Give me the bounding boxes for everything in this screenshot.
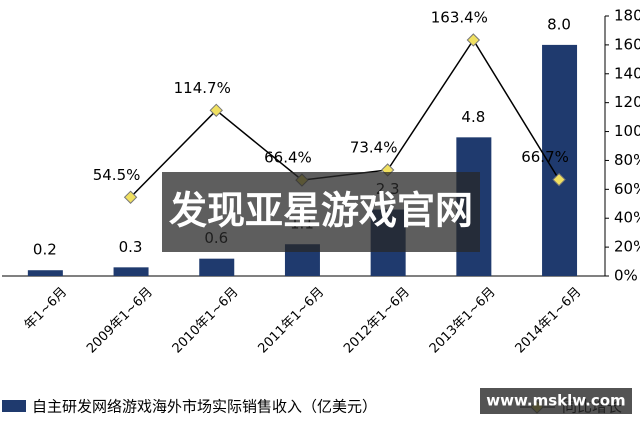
marker <box>552 172 566 187</box>
y2-tick-label: 0% <box>614 267 638 285</box>
url-box <box>480 388 632 414</box>
data-label: 0.3 <box>119 238 143 256</box>
data-label: 66.4% <box>264 149 312 167</box>
marker <box>123 190 138 204</box>
data-label: 8.0 <box>547 15 571 33</box>
y2-tick-label: 160% <box>614 35 640 53</box>
y2-tick-label: 20% <box>614 238 640 256</box>
marker <box>209 103 223 118</box>
y2-tick-label: 140% <box>614 64 640 82</box>
y2-tick-label: 100% <box>614 122 640 140</box>
data-label: 163.4% <box>431 8 488 26</box>
data-label: 73.4% <box>350 138 398 156</box>
y2-tick-label: 80% <box>614 151 640 169</box>
bar <box>199 258 235 276</box>
data-label: 114.7% <box>174 79 231 97</box>
watermark-box <box>162 172 480 252</box>
y2-tick-label: 60% <box>614 180 640 198</box>
data-label: 54.5% <box>93 166 141 184</box>
bar <box>113 267 149 276</box>
legend-swatch <box>2 400 26 412</box>
data-label: 0.2 <box>33 241 57 259</box>
y2-tick-label: 120% <box>614 93 640 111</box>
legend-label: 自主研发网络游戏海外市场实际销售收入（亿美元） <box>32 398 377 416</box>
marker <box>466 33 481 47</box>
y2-tick-label: 40% <box>614 209 640 227</box>
data-label: 4.8 <box>461 108 485 126</box>
bar <box>27 270 63 276</box>
url: www.msklw.com <box>486 392 625 410</box>
y2-tick-label: 180% <box>614 7 640 25</box>
watermark: 发现亚星游戏官网 <box>169 189 473 233</box>
data-label: 66.7% <box>521 148 569 166</box>
